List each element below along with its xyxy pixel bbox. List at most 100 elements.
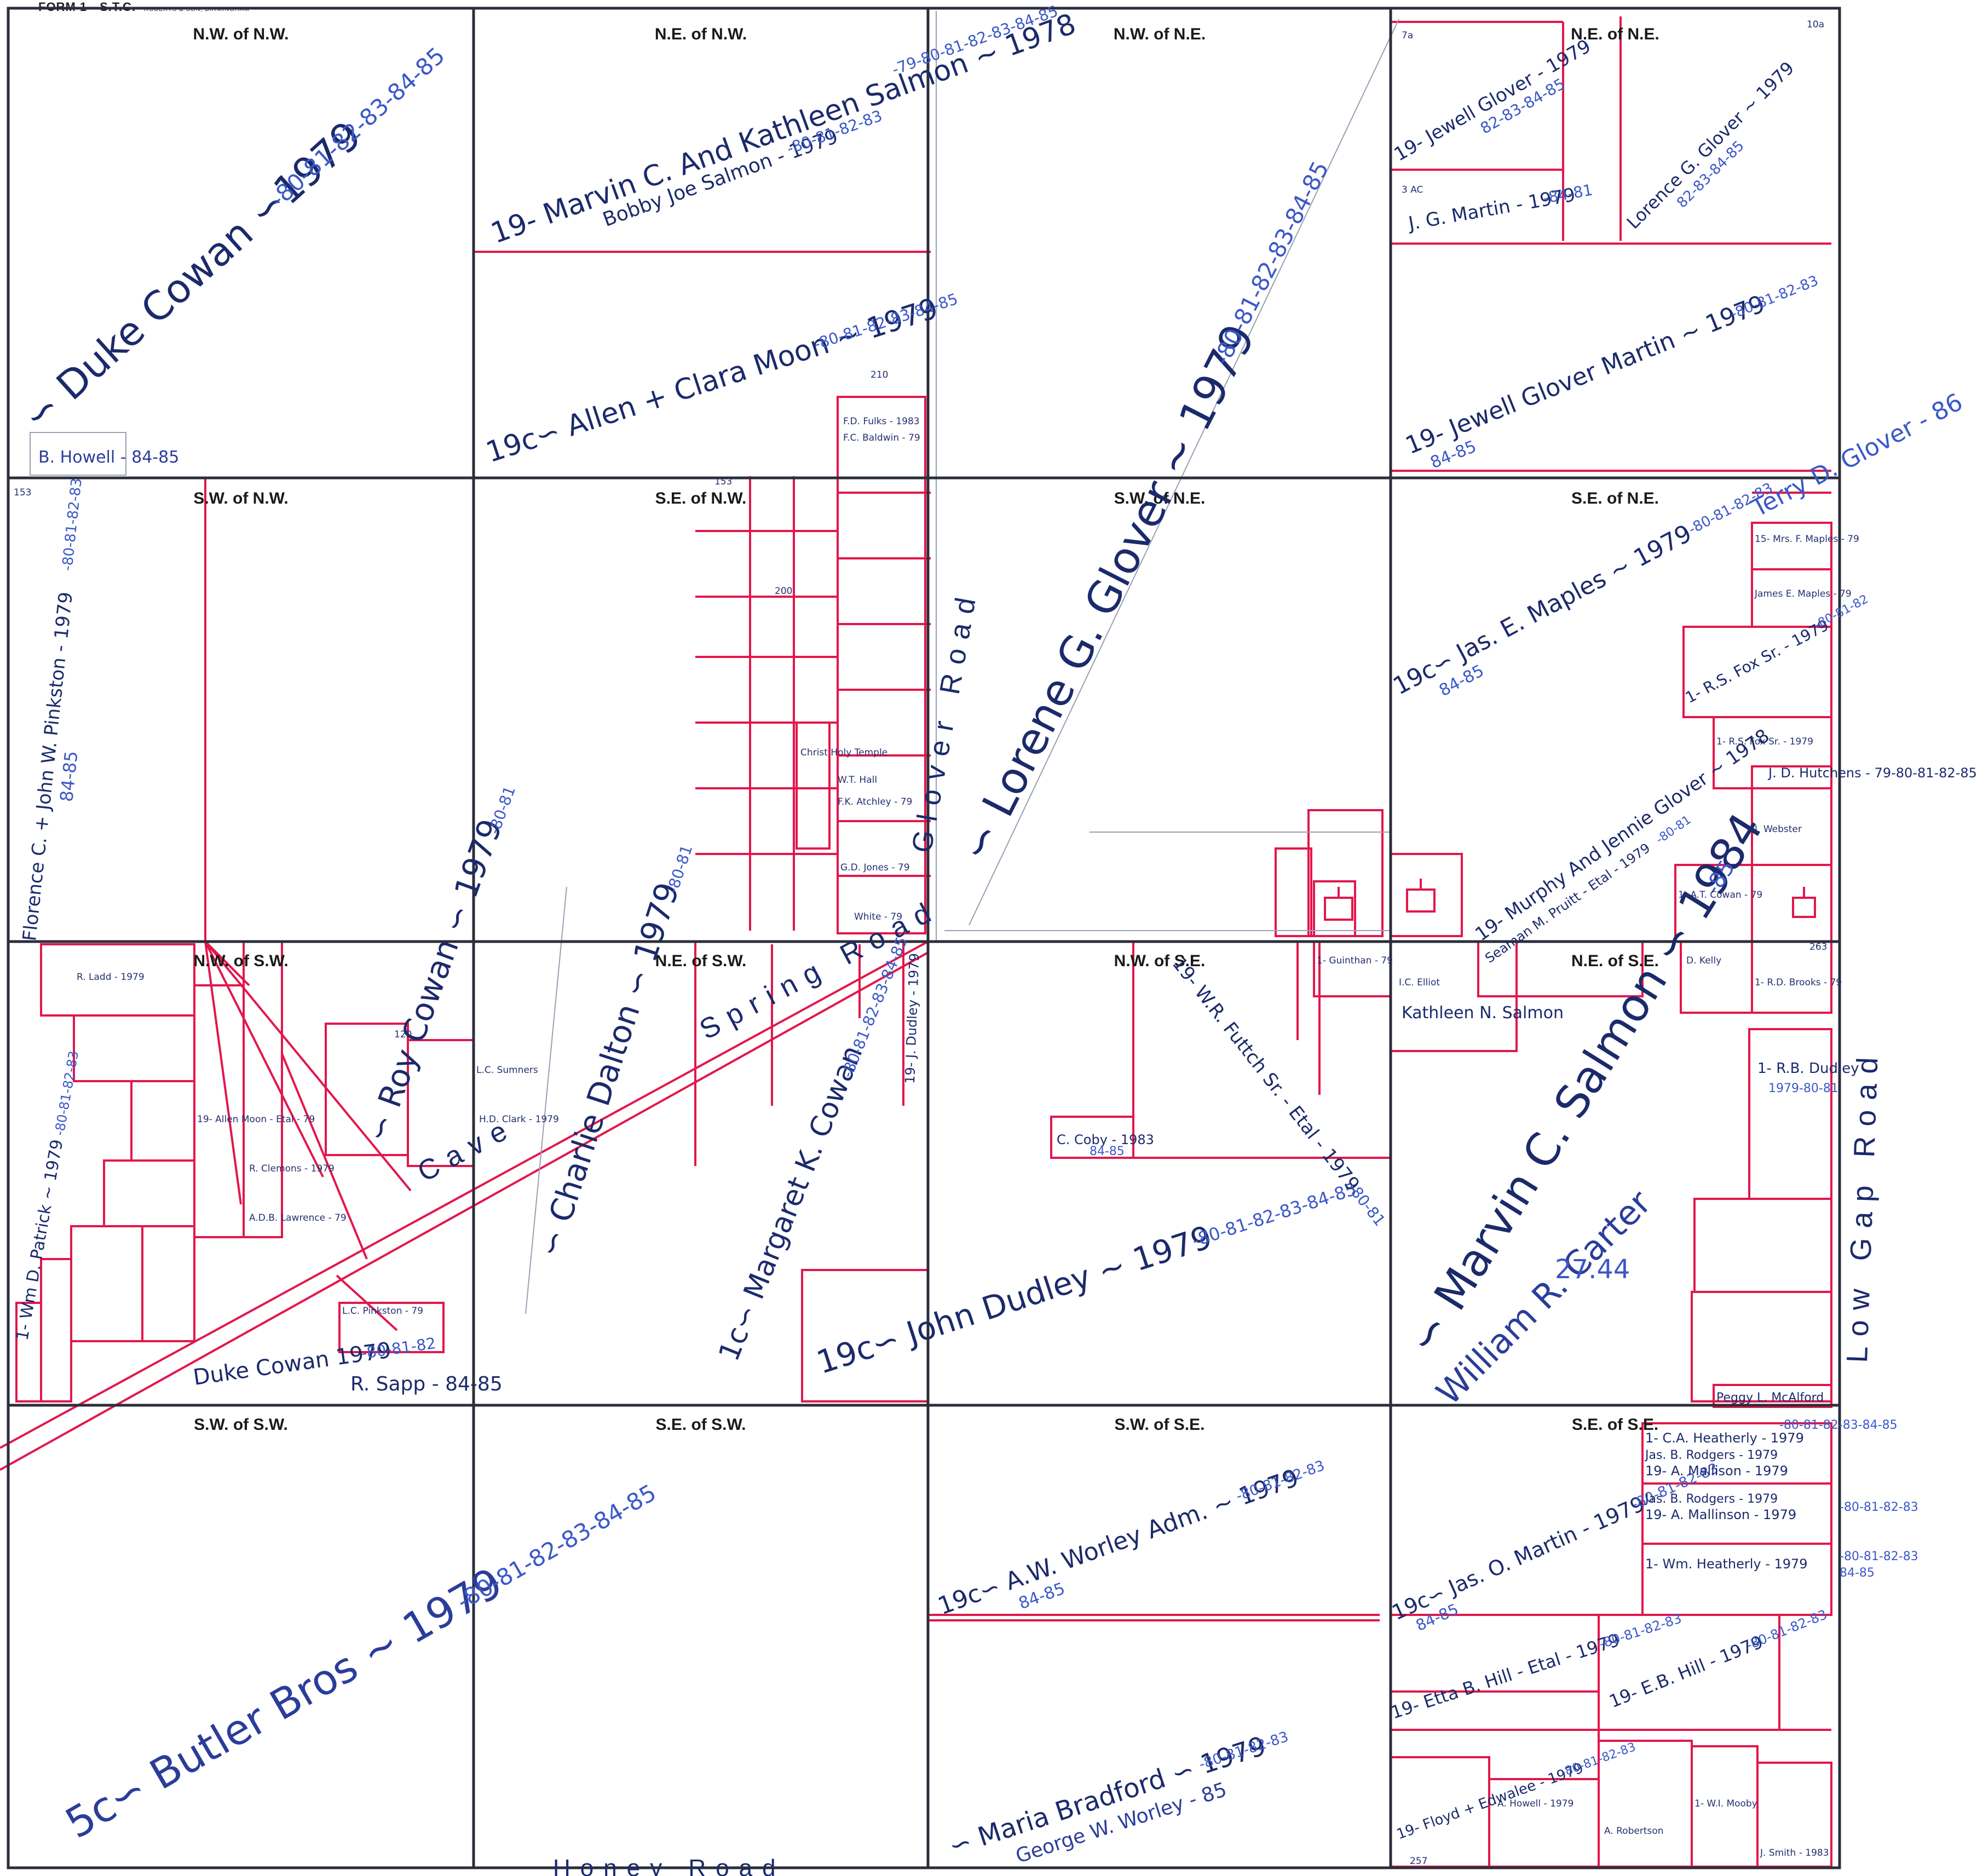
lot-white: White - 79	[854, 911, 902, 922]
owner-heatherly-1-yrs: -80-81-82-83-84-85	[1779, 1418, 1898, 1432]
label-7a: 7a	[1402, 30, 1413, 41]
owner-rb-dudley-yrs: 1979-80-81	[1768, 1082, 1838, 1095]
svg-text:∽ Roy Cowan ∽ 1979: ∽ Roy Cowan ∽ 1979	[358, 814, 510, 1147]
lot-clark: H.D. Clark - 1979	[479, 1114, 559, 1125]
label-sw-nw: S.W. of N.W.	[193, 489, 288, 507]
owner-roy-cowan: ∽ Roy Cowan ∽ 1979 -80-81	[358, 783, 519, 1147]
owner-wr-futtch: 19- W.R. Futtch Sr. - Etal - 1979 -80-81	[1168, 953, 1389, 1229]
owner-heatherly-2-yrs: -80-81-82-83	[1840, 1550, 1918, 1563]
label-nw-se: N.W. of S.E.	[1114, 952, 1206, 970]
owner-charlie-dalton: ∽ Charlie Dalton ∽ 1979 -80-81	[531, 842, 696, 1261]
owner-salmon: 19- Marvin C. And Kathleen Salmon ~ 1978…	[487, 2, 1080, 250]
lot-kelly: D. Kelly	[1686, 955, 1721, 966]
lot-maples-3: 15- Mrs. F. Maples - 79	[1755, 534, 1859, 545]
svg-text:5c∽ Butler Bros ~ 1979: 5c∽ Butler Bros ~ 1979	[57, 1558, 511, 1848]
label-se-nw: S.E. of N.W.	[655, 489, 747, 507]
svg-text:-80-81: -80-81	[485, 783, 519, 836]
section-labels: N.W. of N.W. N.E. of N.W. N.W. of N.E. N…	[193, 25, 1659, 1434]
num-257: 257	[1410, 1856, 1427, 1867]
svg-text:-80-81-82-83-84-85: -80-81-82-83-84-85	[1208, 157, 1334, 370]
svg-text:-80-81: -80-81	[1344, 1179, 1389, 1229]
lot-mooby: 1- W.I. Mooby	[1694, 1798, 1757, 1809]
owner-duke-cowan: ∽ Duke Cowan ∽1979 -80-81-82-83-84-85	[14, 42, 450, 440]
lot-webster: J. Webster	[1754, 824, 1802, 835]
svg-text:19- Jewell Glover Martin ~ 197: 19- Jewell Glover Martin ~ 1979	[1402, 290, 1769, 460]
lot-faulks: F.D. Fulks - 1983	[843, 416, 920, 427]
road-honey: Honey Road	[553, 1855, 786, 1876]
owner-jas-rodgers: Jas. B. Rodgers - 1979	[1644, 1448, 1778, 1462]
svg-text:Terry D. Glover - 86: Terry D. Glover - 86	[1747, 388, 1967, 523]
owner-heatherly-1: 1- C.A. Heatherly - 1979	[1645, 1430, 1804, 1446]
owner-annotations: ∽ Duke Cowan ∽1979 -80-81-82-83-84-85 B.…	[13, 2, 1977, 1868]
num-210: 210	[871, 370, 888, 380]
owner-pinkston: Florence C. + John W. Pinkston - 1979 -8…	[19, 477, 85, 942]
svg-text:1- Wm D. Patrick ~ 1979: 1- Wm D. Patrick ~ 1979	[13, 1138, 67, 1342]
svg-text:∽ Lorene G. Glover ~ 1979: ∽ Lorene G. Glover ~ 1979	[949, 316, 1265, 870]
lot-ladd: R. Ladd - 1979	[77, 972, 145, 983]
owner-floyd: 19- Floyd + Edwalee - 1979 -80-81-82-83	[1394, 1740, 1638, 1843]
label-ne-se: N.E. of S.E.	[1571, 952, 1659, 970]
structure-symbols	[1324, 879, 1816, 921]
owner-mallison-2: 19- A. Mallinson - 1979	[1645, 1507, 1796, 1522]
svg-text:-80-81-82-83: -80-81-82-83	[1744, 1607, 1829, 1653]
owner-john-dudley: 19c∽ John Dudley ~ 1979 -80-81-82-83-84-…	[812, 1179, 1359, 1382]
num-200: 200	[775, 586, 792, 597]
num-263: 263	[1809, 942, 1827, 953]
owner-mallison-yrs: -80-81-82-83	[1840, 1500, 1918, 1514]
lot-pinkston: L.C. Pinkston - 79	[342, 1306, 423, 1317]
lot-cowan: 1- A.T. Cowan - 79	[1678, 890, 1762, 901]
lot-lawrence: A.D.B. Lawrence - 79	[249, 1213, 347, 1223]
lot-roberts: A. Robertson	[1604, 1826, 1664, 1837]
owner-kathleen-salmon: Kathleen N. Salmon	[1402, 1003, 1564, 1023]
cemetery-icon	[1792, 887, 1816, 918]
svg-text:1c∽ Margaret K. Cowan: 1c∽ Margaret K. Cowan	[712, 1041, 869, 1366]
svg-text:-80-81: -80-81	[664, 842, 696, 896]
owner-butler-bros: 5c∽ Butler Bros ~ 1979 -80-81-82-83-84-8…	[57, 1479, 661, 1848]
owner-jewell-glover-martin: 19- Jewell Glover Martin ~ 1979 -80-81-8…	[1402, 273, 1821, 472]
owner-c-coby: C. Coby - 1983	[1057, 1132, 1154, 1147]
owner-fox: 1- R.S. Fox Sr. - 1979 -80-81-82	[1682, 592, 1871, 707]
svg-text:-80-81-82-83-84-85: -80-81-82-83-84-85	[264, 42, 450, 213]
lot-baldwin: F.C. Baldwin - 79	[843, 432, 920, 443]
svg-text:19c∽ Jas. O. Martin - 1979: 19c∽ Jas. O. Martin - 1979	[1388, 1492, 1649, 1625]
label-se-se: S.E. of S.E.	[1572, 1416, 1658, 1434]
owner-r-sapp: R. Sapp - 84-85	[350, 1373, 503, 1395]
owner-rb-dudley: 1- R.B. Dudley	[1757, 1060, 1859, 1077]
svg-text:Lorence G. Glover ~ 1979: Lorence G. Glover ~ 1979	[1623, 57, 1799, 233]
owner-worley: 19c∽ A.W. Worley Adm. ~ 1979 -80-81-82-8…	[934, 1458, 1327, 1621]
cemetery-icon	[1324, 887, 1353, 921]
svg-text:-80-81-82-83-84-85: -80-81-82-83-84-85	[452, 1479, 661, 1615]
label-10a: 10a	[1807, 19, 1824, 30]
label-84-85: 84-85	[1840, 1566, 1875, 1580]
svg-text:19c∽ John Dudley ~ 1979: 19c∽ John Dudley ~ 1979	[812, 1218, 1217, 1381]
owner-jas-rodgers-2: Jas. B. Rodgers - 1979	[1644, 1492, 1778, 1506]
lot-fox-2: 1- R.S. Fox Sr. - 1979	[1716, 736, 1813, 747]
owner-peggy: Peggy L. McAlford	[1716, 1391, 1824, 1405]
owner-hutchens: J. D. Hutchens - 79-80-81-82-85	[1767, 765, 1977, 781]
label-ne-ne: N.E. of N.E.	[1571, 25, 1659, 43]
svg-text:19- E.B. Hill - 1979: 19- E.B. Hill - 1979	[1606, 1631, 1766, 1712]
label-ne-sw: N.E. of S.W.	[655, 952, 747, 970]
lot-atchley: F.K. Atchley - 79	[838, 796, 912, 807]
cemetery-icon	[1406, 879, 1436, 913]
lot-elliot: I.C. Elliot	[1399, 977, 1440, 988]
lot-maples-2: James E. Maples - 79	[1754, 588, 1852, 599]
lot-jones: G.D. Jones - 79	[840, 862, 910, 873]
owner-maria-bradford: ∽ Maria Bradford ∽ 1979 -80-81-82-83 Geo…	[945, 1729, 1290, 1868]
num-153: 153	[14, 487, 31, 498]
road-low-gap: Low Gap Road	[1841, 1047, 1884, 1363]
lot-moon: 19- Allen Moon - Etal - 79	[197, 1114, 315, 1125]
svg-text:∽ Charlie Dalton ∽ 1979: ∽ Charlie Dalton ∽ 1979	[531, 878, 687, 1261]
label-se-sw: S.E. of S.W.	[655, 1416, 746, 1434]
label-ne-nw: N.E. of N.W.	[655, 25, 747, 43]
svg-text:1- R.S. Fox Sr. - 1979: 1- R.S. Fox Sr. - 1979	[1682, 616, 1832, 707]
svg-text:19- Etta B. Hill - Etal - 1979: 19- Etta B. Hill - Etal - 1979	[1388, 1629, 1622, 1723]
lot-guinn: 1- Guinthan - 79	[1317, 955, 1393, 966]
owner-lorence-glover: Lorence G. Glover ~ 1979 82-83-84-85	[1623, 57, 1799, 233]
svg-text:-80-81-82-83-84-85: -80-81-82-83-84-85	[1189, 1179, 1359, 1251]
owner-heatherly-2: 1- Wm. Heatherly - 1979	[1645, 1556, 1808, 1572]
road-cave: Cave	[412, 1111, 521, 1188]
svg-text:Low Gap Road: Low Gap Road	[1841, 1047, 1884, 1363]
owner-eb-hill: 19- E.B. Hill - 1979 -80-81-82-83	[1606, 1607, 1829, 1712]
